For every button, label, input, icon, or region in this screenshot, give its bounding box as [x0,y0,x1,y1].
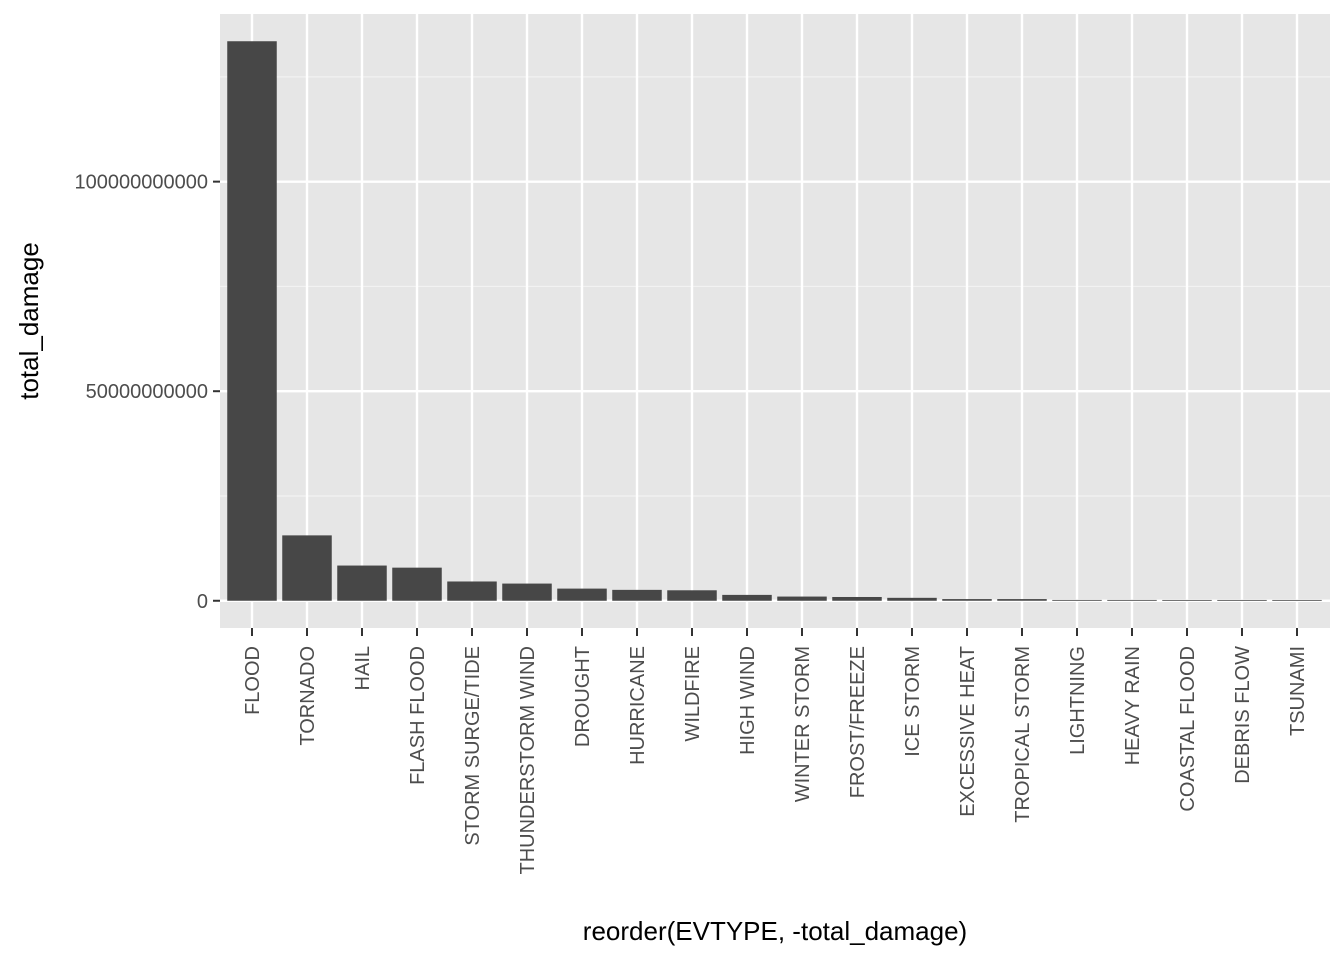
bar-7 [612,589,662,601]
x-tick-label-15: LIGHTNING [1067,646,1089,755]
bar-15 [1052,599,1102,601]
x-tick-label-2: HAIL [352,646,374,690]
bar-16 [1107,599,1157,601]
y-axis-title: total_damage [14,242,44,400]
x-tick-label-4: STORM SURGE/TIDE [462,646,484,846]
x-tick-label-16: HEAVY RAIN [1122,646,1144,765]
x-axis-title: reorder(EVTYPE, -total_damage) [583,916,967,946]
x-tick-label-1: TORNADO [297,646,319,746]
bars [227,41,1322,601]
bar-11 [832,596,882,601]
x-tick-label-18: DEBRIS FLOW [1232,646,1254,784]
bar-8 [667,590,717,601]
bar-3 [392,567,442,601]
minor-gridlines [220,76,1330,497]
bar-13 [942,599,992,601]
bar-5 [502,583,552,601]
x-tick-label-0: FLOOD [242,646,264,715]
bar-9 [722,594,772,601]
plot-panel [220,14,1330,628]
y-axis: 0 50000000000 100000000000 [75,172,220,613]
x-tick-label-7: HURRICANE [627,646,649,765]
bar-1 [282,535,332,601]
x-tick-label-14: TROPICAL STORM [1012,646,1034,823]
bar-17 [1162,599,1212,601]
x-tick-label-9: HIGH WIND [737,646,759,755]
x-tick-label-17: COASTAL FLOOD [1177,646,1199,812]
bar-19 [1272,599,1322,601]
x-tick-label-10: WINTER STORM [792,646,814,802]
x-tick-label-6: DROUGHT [572,646,594,747]
bar-10 [777,596,827,601]
bar-14 [997,599,1047,601]
y-tick-label-2: 100000000000 [75,172,208,194]
bar-6 [557,588,607,601]
x-tick-label-8: WILDFIRE [682,646,704,742]
x-tick-label-11: FROST/FREEZE [847,646,869,798]
bar-2 [337,565,387,601]
bar-0 [227,41,277,601]
bar-12 [887,597,937,601]
bar-18 [1217,599,1267,601]
x-tick-label-12: ICE STORM [902,646,924,757]
x-tick-label-5: THUNDERSTORM WIND [517,646,539,875]
x-tick-label-13: EXCESSIVE HEAT [957,646,979,817]
x-tick-label-19: TSUNAMI [1287,646,1309,736]
major-gridlines [220,14,1330,628]
x-tick-label-3: FLASH FLOOD [407,646,429,785]
y-tick-label-0: 0 [197,591,208,613]
x-axis: FLOOD TORNADO HAIL FLASH FLOOD STORM SURGE/T… [242,628,1309,875]
bar-4 [447,581,497,601]
y-tick-label-1: 50000000000 [86,381,208,403]
